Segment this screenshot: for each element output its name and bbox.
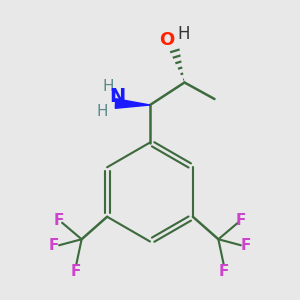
Text: F: F bbox=[219, 264, 229, 279]
Text: F: F bbox=[54, 213, 64, 228]
Text: F: F bbox=[71, 264, 81, 279]
Text: H: H bbox=[96, 103, 108, 118]
Text: H: H bbox=[178, 25, 190, 43]
Polygon shape bbox=[115, 99, 150, 108]
Text: H: H bbox=[102, 80, 114, 94]
Text: F: F bbox=[241, 238, 251, 253]
Text: F: F bbox=[49, 238, 59, 253]
Text: F: F bbox=[236, 213, 246, 228]
Text: N: N bbox=[109, 87, 125, 106]
Text: O: O bbox=[159, 31, 174, 49]
